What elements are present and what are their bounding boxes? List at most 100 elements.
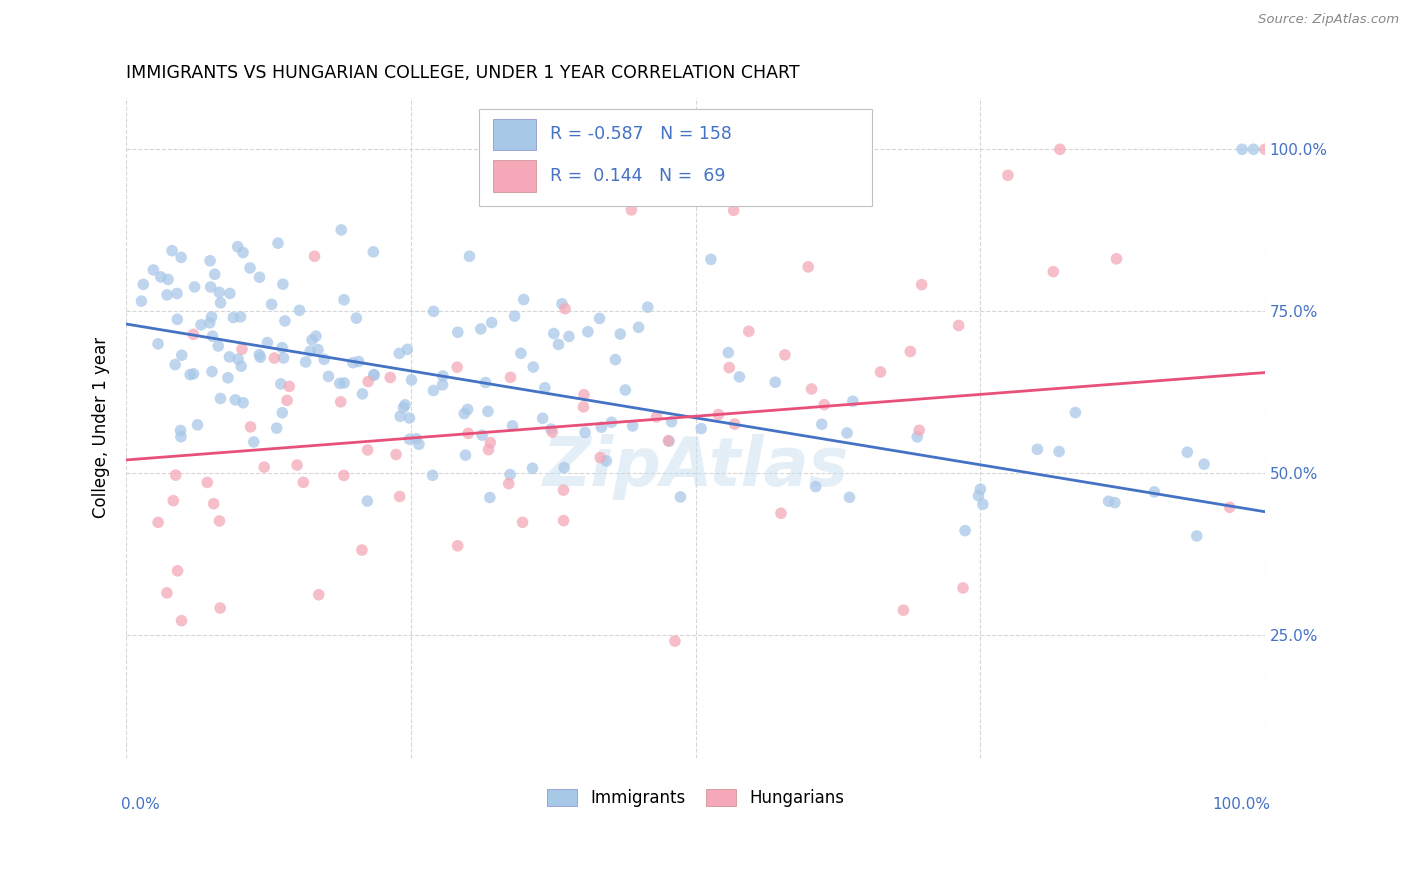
Point xyxy=(166,286,188,301)
Point xyxy=(447,539,470,553)
Point xyxy=(385,448,408,462)
Point xyxy=(470,322,492,336)
Point xyxy=(239,420,262,434)
Point xyxy=(388,490,411,504)
Point xyxy=(333,293,356,307)
Point xyxy=(186,417,208,432)
Point xyxy=(352,387,374,401)
Point xyxy=(256,335,278,350)
Point xyxy=(363,244,385,259)
Point xyxy=(1047,444,1070,458)
Point xyxy=(800,382,823,396)
Point xyxy=(270,376,292,391)
Point xyxy=(195,475,218,490)
Point xyxy=(457,402,479,417)
Point xyxy=(669,490,692,504)
Point xyxy=(614,383,637,397)
Point xyxy=(531,411,554,425)
Point xyxy=(392,401,415,415)
Point xyxy=(454,448,477,462)
Point xyxy=(307,343,329,357)
Point xyxy=(165,468,187,483)
Point xyxy=(342,356,364,370)
Point xyxy=(356,442,378,457)
Point xyxy=(229,310,252,324)
Point xyxy=(232,245,254,260)
Point xyxy=(179,368,201,382)
Point xyxy=(952,581,974,595)
Point xyxy=(621,418,644,433)
Point xyxy=(231,359,253,374)
Point xyxy=(1192,457,1215,471)
Point xyxy=(1219,500,1241,515)
Point xyxy=(645,409,668,424)
Point xyxy=(869,365,891,379)
Point xyxy=(908,423,931,437)
Point xyxy=(201,365,224,379)
Point xyxy=(132,277,155,292)
Point xyxy=(183,327,205,342)
Point xyxy=(318,369,340,384)
Point xyxy=(512,516,534,530)
Point xyxy=(170,614,193,628)
Point xyxy=(1243,142,1265,156)
Point xyxy=(299,344,322,359)
Point xyxy=(997,169,1019,183)
Point xyxy=(231,342,253,356)
Point xyxy=(446,360,468,375)
Point xyxy=(388,346,411,360)
Point xyxy=(201,329,224,343)
Point xyxy=(422,384,444,398)
Point xyxy=(1143,484,1166,499)
Point xyxy=(905,430,928,444)
Point xyxy=(553,460,575,475)
Point xyxy=(499,467,522,482)
Point xyxy=(222,310,245,325)
Point xyxy=(224,392,246,407)
Text: 100.0%: 100.0% xyxy=(1212,797,1271,813)
Point xyxy=(271,406,294,420)
Text: ZipAtlas: ZipAtlas xyxy=(543,434,849,500)
Point xyxy=(1254,142,1277,156)
Point xyxy=(239,260,262,275)
Point xyxy=(637,300,659,314)
Point xyxy=(717,345,740,359)
Point xyxy=(156,288,179,302)
Point xyxy=(576,325,599,339)
Point xyxy=(835,425,858,440)
Point xyxy=(314,352,336,367)
Point xyxy=(170,348,193,362)
Point xyxy=(207,339,229,353)
Point xyxy=(398,432,420,446)
Point xyxy=(658,434,681,449)
Point xyxy=(253,460,276,475)
Point xyxy=(204,267,226,281)
Point xyxy=(263,351,285,365)
Point xyxy=(200,310,222,324)
Point xyxy=(700,252,723,267)
Point xyxy=(595,454,617,468)
Point xyxy=(501,418,523,433)
Point xyxy=(572,400,595,414)
Point xyxy=(724,417,747,431)
Point xyxy=(232,395,254,409)
Point xyxy=(609,327,631,342)
Point xyxy=(394,398,416,412)
Point xyxy=(479,435,502,450)
Point xyxy=(512,293,534,307)
Point xyxy=(208,285,231,300)
Point xyxy=(249,270,271,285)
Point xyxy=(738,324,761,338)
Point xyxy=(142,263,165,277)
Point xyxy=(276,393,298,408)
Point xyxy=(728,369,751,384)
Point xyxy=(267,236,290,251)
Point xyxy=(1064,406,1087,420)
Point xyxy=(131,294,153,309)
Point xyxy=(183,280,205,294)
Y-axis label: College, Under 1 year: College, Under 1 year xyxy=(93,337,110,518)
Point xyxy=(333,376,356,390)
Point xyxy=(474,376,496,390)
Point xyxy=(591,420,613,434)
Point xyxy=(969,482,991,496)
